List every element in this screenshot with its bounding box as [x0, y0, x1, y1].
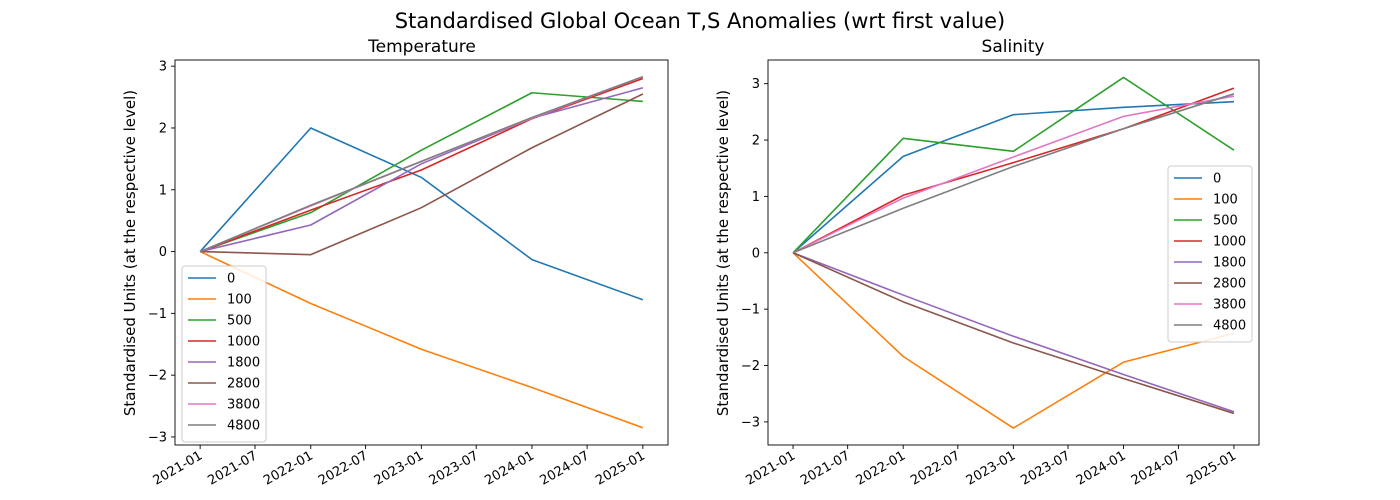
salinity-series-1800-line	[792, 252, 1235, 413]
salinity-xtick-label: 2022-07	[908, 448, 963, 488]
salinity-ylabel: Standardised Units (at the respective le…	[714, 90, 732, 416]
temperature-xtick-label: 2021-01	[151, 448, 206, 488]
salinity-xtick-label: 2022-01	[854, 448, 909, 488]
salinity-panel: Salinity Standardised Units (at the resp…	[714, 37, 1260, 489]
salinity-xtick-label: 2024-01	[1074, 448, 1129, 488]
salinity-ytick-label: 0	[752, 246, 760, 261]
salinity-series-500-line	[792, 76, 1235, 254]
temperature-series-1800-line	[199, 87, 644, 253]
salinity-legend-label-0: 0	[1213, 172, 1221, 187]
salinity-xtick-label: 2021-07	[798, 448, 853, 488]
temperature-legend-label-2800: 2800	[227, 377, 260, 392]
temperature-ytick-label: −2	[148, 369, 167, 384]
salinity-ytick-label: −1	[741, 303, 760, 318]
temperature-panel: Temperature Standardised Units (at the r…	[121, 37, 669, 489]
temperature-series-0-line	[199, 127, 644, 301]
temperature-xtick-label: 2023-07	[427, 448, 482, 488]
temperature-ytick-label: −1	[148, 307, 167, 322]
temperature-xtick-label: 2024-07	[538, 448, 593, 488]
temperature-ytick-label: 3	[159, 60, 167, 75]
temperature-xtick-label: 2022-01	[261, 448, 316, 488]
temperature-ytick-label: 1	[159, 183, 167, 198]
salinity-legend-label-2800: 2800	[1213, 277, 1246, 292]
salinity-series-4800-line	[792, 93, 1235, 254]
temperature-xtick-label: 2023-01	[372, 448, 427, 488]
temperature-series-500-line	[199, 91, 643, 253]
salinity-title: Salinity	[982, 37, 1045, 57]
temperature-series-2800-line	[200, 93, 644, 256]
temperature-xtick-label: 2021-07	[205, 448, 260, 488]
salinity-series-100-line	[792, 252, 1235, 429]
salinity-legend-label-1000: 1000	[1213, 235, 1246, 250]
salinity-ytick-label: 3	[752, 77, 760, 92]
temperature-legend-label-500: 500	[227, 314, 252, 329]
salinity-legend-box	[1167, 165, 1253, 343]
salinity-legend-label-4800: 4800	[1213, 319, 1246, 334]
temperature-ytick-label: 0	[159, 245, 167, 260]
temperature-ylabel: Standardised Units (at the respective le…	[121, 90, 139, 416]
temperature-title: Temperature	[367, 37, 476, 57]
temperature-series-1000-line	[199, 77, 644, 253]
temperature-legend-label-1000: 1000	[227, 335, 260, 350]
temperature-xtick-label: 2025-01	[593, 448, 648, 488]
salinity-ytick-label: −2	[741, 359, 760, 374]
temperature-legend: 0 100 500 1000 1800 2800 3800 4800	[181, 265, 267, 443]
temperature-series-lines	[199, 75, 644, 429]
salinity-xtick-label: 2021-01	[743, 448, 798, 488]
salinity-ytick-label: 1	[752, 190, 760, 205]
temperature-legend-box	[181, 265, 267, 443]
temperature-legend-label-4800: 4800	[227, 419, 260, 434]
temperature-xtick-label: 2022-07	[316, 448, 371, 488]
salinity-ytick-label: −3	[741, 415, 760, 430]
figure-title: Standardised Global Ocean T,S Anomalies …	[395, 9, 1006, 33]
temperature-legend-label-3800: 3800	[227, 398, 260, 413]
salinity-series-lines	[792, 76, 1235, 429]
salinity-series-0-line	[792, 100, 1234, 254]
temperature-series-4800-line	[199, 75, 644, 253]
salinity-legend-label-3800: 3800	[1213, 298, 1246, 313]
salinity-legend-label-1800: 1800	[1213, 256, 1246, 271]
temperature-ytick-label: −3	[148, 430, 167, 445]
salinity-legend-label-500: 500	[1213, 214, 1238, 229]
salinity-xtick-label: 2023-07	[1018, 448, 1073, 488]
temperature-legend-label-0: 0	[227, 272, 235, 287]
temperature-series-100-line	[199, 250, 644, 429]
salinity-xtick-label: 2023-01	[964, 448, 1019, 488]
temperature-legend-label-100: 100	[227, 293, 252, 308]
salinity-legend: 0 100 500 1000 1800 2800 3800 4800	[1167, 165, 1253, 343]
salinity-xtick-label: 2025-01	[1184, 448, 1239, 488]
salinity-legend-label-100: 100	[1213, 193, 1238, 208]
temperature-ytick-label: 2	[159, 121, 167, 136]
salinity-series-2800-line	[792, 252, 1235, 415]
salinity-ytick-label: 2	[752, 134, 760, 149]
salinity-series-3800-line	[792, 95, 1235, 254]
temperature-xtick-label: 2024-01	[482, 448, 537, 488]
salinity-xtick-label: 2024-07	[1129, 448, 1184, 488]
salinity-series-1000-line	[792, 87, 1235, 254]
temperature-legend-label-1800: 1800	[227, 356, 260, 371]
